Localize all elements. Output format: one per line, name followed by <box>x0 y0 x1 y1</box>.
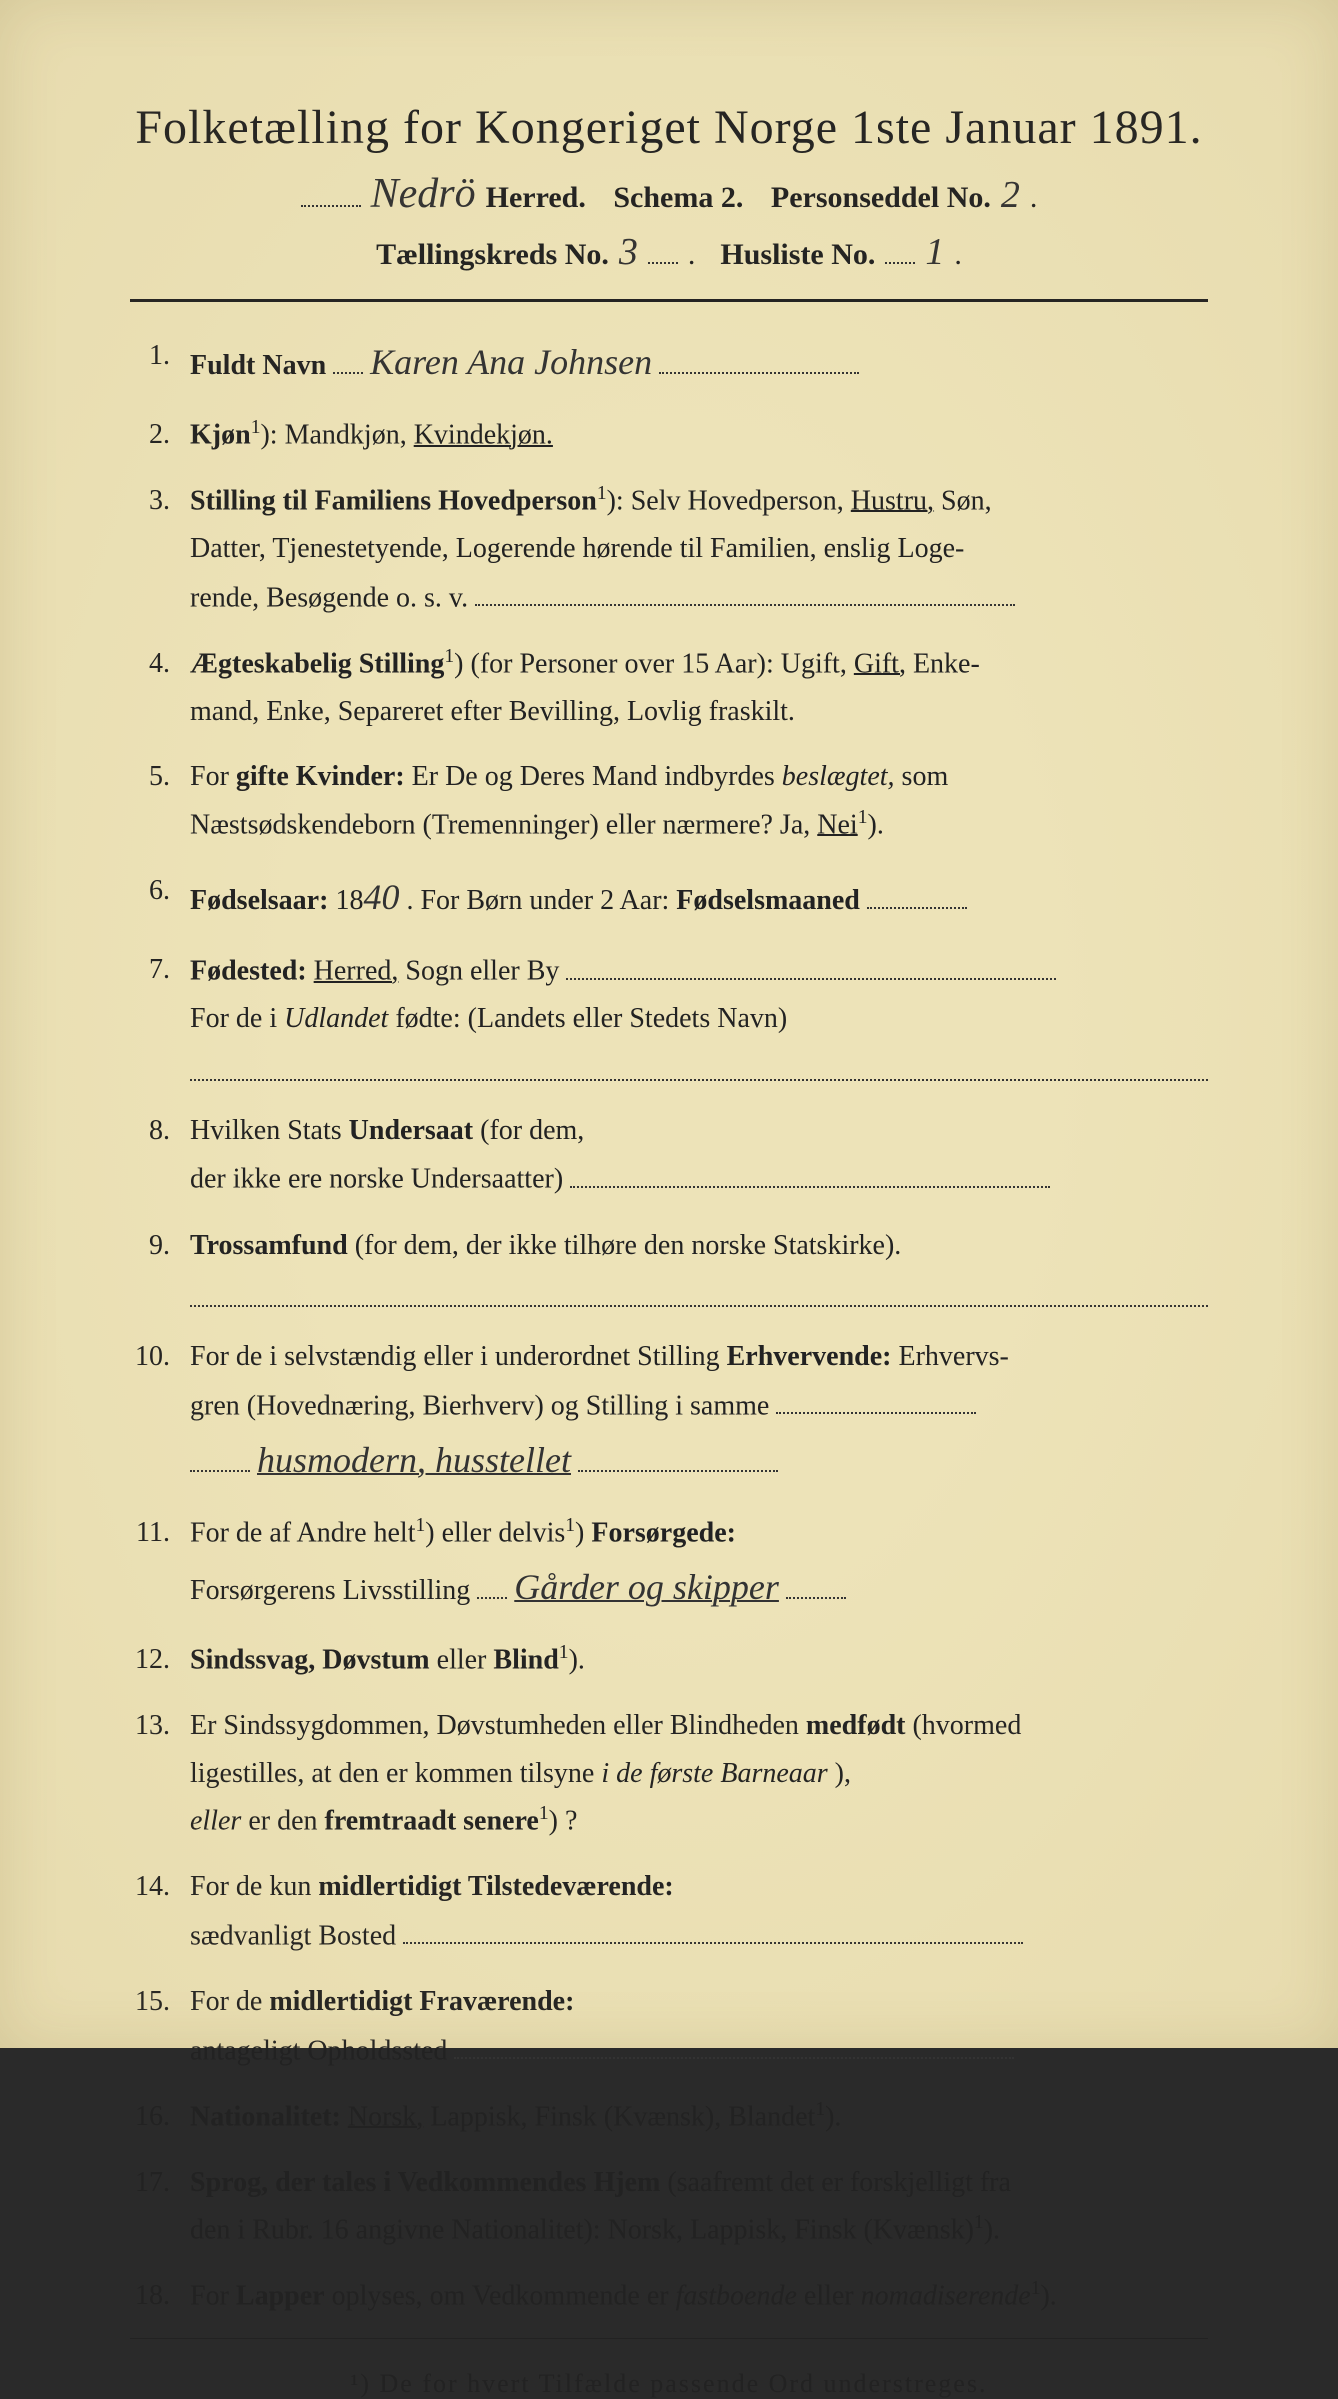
field-num: 3. <box>130 477 190 525</box>
field-num: 10. <box>130 1333 190 1381</box>
field-label: Sindssvag, Døvstum <box>190 1645 430 1676</box>
husliste-label: Husliste No. <box>720 238 875 272</box>
field-5: 5. For gifte Kvinder: Er De og Deres Man… <box>130 753 1208 849</box>
related-selected: Nei <box>817 809 857 840</box>
field-label: Fødselsaar: <box>190 885 328 916</box>
marital-selected: Gift, <box>854 648 906 679</box>
field-label: Kjøn <box>190 420 251 451</box>
field-15: 15. For de midlertidigt Fraværende: anta… <box>130 1978 1208 2075</box>
field-num: 1. <box>130 332 190 380</box>
nationality-selected: Norsk, <box>348 2101 423 2132</box>
field-label: Fuldt Navn <box>190 350 326 381</box>
field-10: 10. For de i selvstændig eller i underor… <box>130 1333 1208 1491</box>
birthplace-selected: Herred, <box>314 956 399 987</box>
field-8: 8. Hvilken Stats Undersaat (for dem, der… <box>130 1107 1208 1204</box>
field-num: 6. <box>130 867 190 915</box>
field-label: Stilling til Familiens Hovedperson <box>190 485 597 516</box>
field-num: 2. <box>130 411 190 459</box>
field-13: 13. Er Sindssygdommen, Døvstumheden elle… <box>130 1702 1208 1845</box>
field-label: Ægteskabelig Stilling <box>190 648 444 679</box>
field-label: Fødested: <box>190 956 307 987</box>
taellingskreds-no: 3 <box>619 230 638 274</box>
field-16: 16. Nationalitet: Norsk, Lappisk, Finsk … <box>130 2093 1208 2141</box>
field-num: 15. <box>130 1978 190 2026</box>
subtitle-row-1: Nedrö Herred. Schema 2. Personseddel No.… <box>130 170 1208 218</box>
husliste-no: 1 <box>925 230 944 274</box>
taellingskreds-label: Tællingskreds No. <box>376 238 609 272</box>
full-name-value: Karen Ana Johnsen <box>370 342 652 382</box>
field-1: 1. Fuldt Navn Karen Ana Johnsen <box>130 332 1208 393</box>
relation-selected: Hustru, <box>851 485 934 516</box>
field-4: 4. Ægteskabelig Stilling1) (for Personer… <box>130 640 1208 736</box>
field-2: 2. Kjøn1): Mandkjøn, Kvindekjøn. <box>130 411 1208 459</box>
form-title: Folketælling for Kongeriget Norge 1ste J… <box>130 100 1208 155</box>
field-num: 8. <box>130 1107 190 1155</box>
field-num: 4. <box>130 640 190 688</box>
field-12: 12. Sindssvag, Døvstum eller Blind1). <box>130 1636 1208 1684</box>
field-num: 14. <box>130 1863 190 1911</box>
field-num: 5. <box>130 753 190 801</box>
field-label: Nationalitet: <box>190 2101 341 2132</box>
herred-label: Herred. <box>486 181 586 215</box>
header-divider <box>130 299 1208 302</box>
field-num: 9. <box>130 1222 190 1270</box>
gender-selected: Kvindekjøn. <box>414 420 553 451</box>
field-17: 17. Sprog, der tales i Vedkommendes Hjem… <box>130 2159 1208 2255</box>
field-num: 17. <box>130 2159 190 2207</box>
footnote: ¹) De for hvert Tilfælde passende Ord un… <box>130 2369 1208 2399</box>
occupation-value: husmodern, husstellet <box>257 1440 571 1480</box>
herred-value: Nedrö <box>371 170 476 218</box>
field-6: 6. Fødselsaar: 1840 . For Børn under 2 A… <box>130 867 1208 928</box>
field-7: 7. Fødested: Herred, Sogn eller By For d… <box>130 946 1208 1089</box>
field-num: 18. <box>130 2272 190 2320</box>
field-3: 3. Stilling til Familiens Hovedperson1):… <box>130 477 1208 622</box>
subtitle-row-2: Tællingskreds No. 3 . Husliste No. 1 . <box>130 230 1208 274</box>
footnote-divider <box>130 2338 1208 2339</box>
field-label: Trossamfund <box>190 1230 348 1261</box>
provider-value: Gårder og skipper <box>514 1567 779 1607</box>
field-num: 12. <box>130 1636 190 1684</box>
field-num: 7. <box>130 946 190 994</box>
field-18: 18. For Lapper oplyses, om Vedkommende e… <box>130 2272 1208 2320</box>
field-9: 9. Trossamfund (for dem, der ikke tilhør… <box>130 1222 1208 1316</box>
field-11: 11. For de af Andre helt1) eller delvis1… <box>130 1509 1208 1618</box>
field-num: 16. <box>130 2093 190 2141</box>
schema-label: Schema 2. <box>613 181 743 215</box>
field-num: 11. <box>130 1509 190 1557</box>
census-form-page: Folketælling for Kongeriget Norge 1ste J… <box>0 0 1338 2048</box>
field-14: 14. For de kun midlertidigt Tilstedevære… <box>130 1863 1208 1960</box>
personseddel-no: 2 <box>1001 173 1020 217</box>
gender-options: Mandkjøn, <box>285 420 414 451</box>
field-num: 13. <box>130 1702 190 1750</box>
field-label: Sprog, der tales i Vedkommendes Hjem <box>190 2167 660 2198</box>
personseddel-label: Personseddel No. <box>771 181 991 215</box>
birth-year-value: 40 <box>363 877 399 917</box>
